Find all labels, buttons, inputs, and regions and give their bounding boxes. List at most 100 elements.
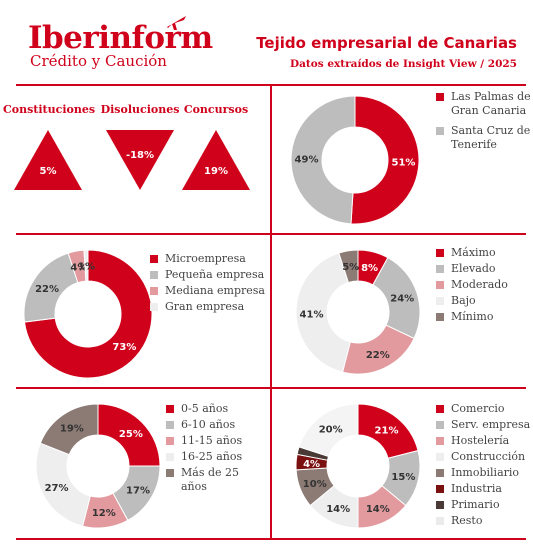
- legend-item: Hostelería: [436, 434, 532, 448]
- triangle-up-icon: [182, 130, 250, 190]
- donut-slice: [39, 403, 99, 456]
- slice-label: 4%: [70, 262, 87, 273]
- slice-label: 21%: [375, 425, 399, 436]
- legend-swatch: [166, 405, 174, 413]
- legend-label: Elevado: [451, 262, 496, 275]
- indicator-label: Disoluciones: [100, 103, 180, 116]
- legend-swatch: [436, 313, 444, 321]
- donut-slice: [23, 249, 153, 379]
- legend-sector: Comercio Serv. empresa Hostelería Construcc…: [436, 402, 532, 530]
- slice-label: 19%: [60, 424, 84, 435]
- legend-swatch: [166, 437, 174, 445]
- legend-label-line: Santa Cruz de: [451, 124, 531, 137]
- legend-item: Mediana empresa: [150, 284, 266, 298]
- legend-label: Gran empresa: [165, 300, 245, 313]
- column-divider: [270, 85, 272, 538]
- slice-label: 10%: [303, 479, 327, 490]
- legend-swatch: [436, 265, 444, 273]
- legend-item: Moderado: [436, 278, 526, 292]
- legend-item: 6-10 años: [166, 418, 266, 432]
- legend-age: 0-5 años 6-10 años 11-15 años 16-25 años Más…: [166, 402, 266, 496]
- legend-label: Pequeña empresa: [165, 268, 265, 281]
- legend-item: Resto: [436, 514, 532, 528]
- donut-slice: [290, 95, 356, 225]
- slice-label: 1%: [78, 262, 95, 273]
- donut-company-size: 73% 22% 4%1%: [23, 249, 153, 379]
- slice-label: 8%: [361, 263, 378, 274]
- legend-label: Microempresa: [165, 252, 246, 265]
- legend-item: Microempresa: [150, 252, 266, 266]
- legend-swatch: [166, 453, 174, 461]
- slice-label: 22%: [35, 284, 59, 295]
- legend-item: Santa Cruz de Tenerife: [436, 124, 532, 152]
- legend-item: Industria: [436, 482, 532, 496]
- slice-label: 22%: [366, 350, 390, 361]
- legend-label: 0-5 años: [181, 402, 229, 415]
- brand-subtitle: Crédito y Caución: [30, 52, 167, 70]
- legend-swatch: [436, 437, 444, 445]
- legend-item: Más de 25 años: [166, 466, 266, 494]
- legend-swatch: [150, 303, 158, 311]
- slice-label: 41%: [300, 309, 324, 320]
- legend-label: Inmobiliario: [451, 466, 520, 479]
- indicator-value: 5%: [40, 166, 57, 177]
- slice-label: 4%: [303, 459, 320, 470]
- slice-label: 49%: [295, 154, 319, 165]
- legend-label: 16-25 años: [181, 450, 243, 463]
- indicator-value: -18%: [126, 150, 154, 161]
- legend-swatch: [436, 93, 444, 101]
- slice-label: 15%: [391, 472, 415, 483]
- slice-label: 20%: [319, 424, 343, 435]
- legend-label: Comercio: [451, 402, 505, 415]
- legend-item: 0-5 años: [166, 402, 266, 416]
- page-subtitle: Datos extraídos de Insight View / 2025: [289, 58, 517, 70]
- page-title: Tejido empresarial de Canarias: [256, 34, 517, 52]
- legend-item: Pequeña empresa: [150, 268, 266, 282]
- indicator-triangle: -18%: [106, 130, 174, 190]
- legend-label-line: Las Palmas de: [451, 90, 531, 103]
- slice-label: 25%: [119, 429, 143, 440]
- legend-item: 11-15 años: [166, 434, 266, 448]
- legend-swatch: [150, 287, 158, 295]
- bottom-divider: [16, 538, 526, 540]
- plane-icon: [167, 16, 186, 30]
- legend-item: Gran empresa: [150, 300, 266, 314]
- legend-swatch: [436, 297, 444, 305]
- legend-swatch: [436, 469, 444, 477]
- legend-swatch: [436, 421, 444, 429]
- legend-item: Comercio: [436, 402, 532, 416]
- donut-age: 25% 17% 12% 27% 19%: [35, 403, 161, 529]
- legend-swatch: [436, 501, 444, 509]
- legend-item: Las Palmas de Gran Canaria: [436, 90, 532, 118]
- legend-label: 6-10 años: [181, 418, 236, 431]
- slice-label: 17%: [126, 486, 150, 497]
- legend-label-line: Gran Canaria: [451, 104, 527, 117]
- slice-label: 51%: [392, 158, 416, 169]
- indicator-label: Constituciones: [3, 103, 96, 116]
- donut-risk: 8% 24% 22% 41% 5%: [295, 249, 421, 375]
- legend-item: Construcción: [436, 450, 532, 464]
- slice-label: 14%: [326, 504, 350, 515]
- legend-label: Mínimo: [451, 310, 494, 323]
- legend-swatch: [436, 249, 444, 257]
- indicator-value: 19%: [204, 166, 228, 177]
- legend-label-line: Tenerife: [451, 138, 497, 151]
- slice-label: 73%: [112, 342, 136, 353]
- legend-label: Primario: [451, 498, 500, 511]
- donut-slice: [35, 442, 91, 527]
- legend-item: Primario: [436, 498, 532, 512]
- legend-label: Bajo: [451, 294, 476, 307]
- legend-label: Más de 25 años: [181, 466, 240, 493]
- legend-label: Moderado: [451, 278, 508, 291]
- slice-label: 27%: [45, 483, 69, 494]
- legend-company-size: Microempresa Pequeña empresa Mediana empre…: [150, 252, 266, 316]
- legend-swatch: [436, 517, 444, 525]
- donut-slice: [295, 252, 351, 373]
- legend-label: Construcción: [451, 450, 526, 463]
- legend-provinces: Las Palmas de Gran Canaria Santa Cruz de Te…: [436, 90, 532, 158]
- legend-risk: Máximo Elevado Moderado Bajo Mínimo: [436, 246, 526, 326]
- slice-label: 12%: [92, 508, 116, 519]
- legend-label: Santa Cruz de Tenerife: [451, 124, 530, 152]
- brand-logo: Iberinform: [28, 20, 213, 56]
- indicator-label: Concursos: [183, 103, 249, 116]
